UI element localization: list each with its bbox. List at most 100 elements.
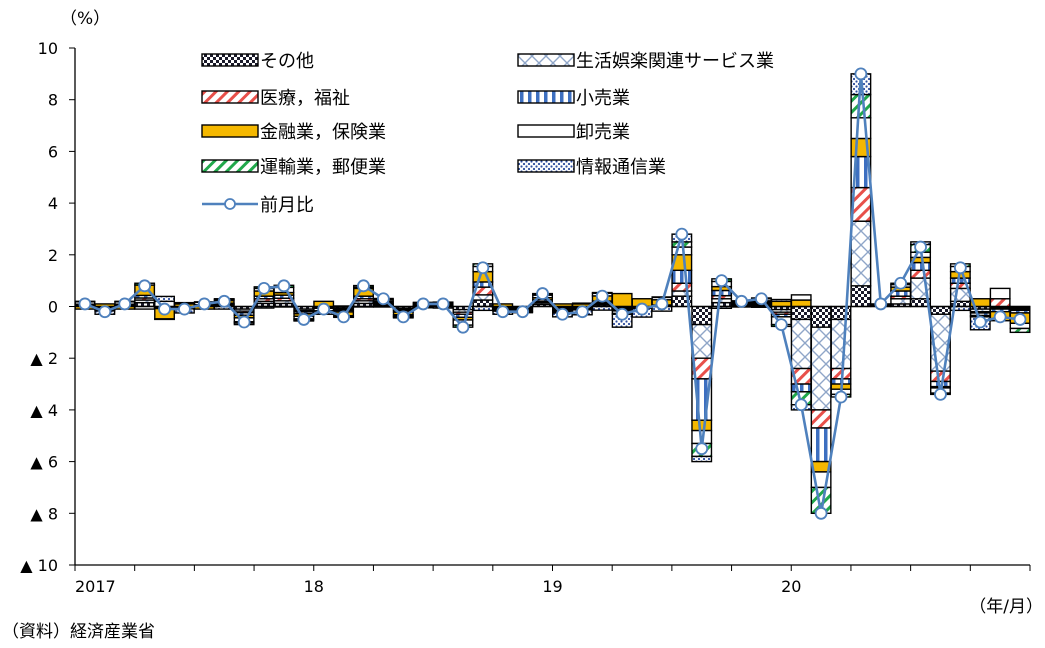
mom-point xyxy=(953,261,967,275)
bar-segment-transport xyxy=(1009,327,1031,334)
mom-point xyxy=(735,294,748,308)
bar-stack xyxy=(810,305,832,515)
bar-segment-leisure xyxy=(691,323,713,359)
bar-segment-info xyxy=(691,455,713,463)
y-tick-label: 10 xyxy=(38,39,58,58)
mom-point xyxy=(396,310,410,324)
y-tick-label: 0 xyxy=(48,298,58,317)
bar-segment-other xyxy=(691,305,713,326)
y-tick-label: 4 xyxy=(48,194,58,213)
mom-point xyxy=(118,297,132,311)
bar-segment-leisure xyxy=(810,326,832,411)
y-tick-label: ▲ 2 xyxy=(30,349,58,368)
mom-point xyxy=(894,276,908,290)
mom-point xyxy=(655,297,669,311)
mom-point xyxy=(297,313,311,326)
mom-point xyxy=(217,294,231,308)
bar-segment-transport xyxy=(154,318,175,321)
legend-label: その他 xyxy=(260,51,314,72)
bar-segment-leisure xyxy=(850,220,872,287)
mom-point xyxy=(854,67,868,81)
bar-segment-leisure xyxy=(472,294,494,301)
mom-point xyxy=(317,302,331,316)
y-axis-ticks: 10 8 6 4 2 0 ▲ 2 ▲ 4 ▲ 6 ▲ 8 ▲ 10 xyxy=(20,39,75,575)
mom-point xyxy=(834,390,848,404)
bar-segment-retail xyxy=(810,427,832,463)
bar-segment-other xyxy=(810,305,832,328)
bar-segment-wholesale xyxy=(989,287,1011,300)
bar-segment-medical xyxy=(989,298,1011,308)
mom-point xyxy=(436,297,450,311)
mom-point xyxy=(416,297,430,311)
bar-segment-finance xyxy=(770,300,792,308)
legend-label: 生活娯楽関連サービス業 xyxy=(576,51,774,72)
stacked-bars xyxy=(74,73,1031,515)
legend-swatch xyxy=(517,159,575,173)
mom-point xyxy=(814,506,828,520)
mom-point xyxy=(357,279,370,293)
y-tick-label: 8 xyxy=(48,91,58,110)
bar-segment-transport xyxy=(651,296,673,299)
mom-point xyxy=(695,442,709,456)
mom-point xyxy=(496,305,510,319)
mom-point xyxy=(715,274,729,288)
bar-segment-retail xyxy=(949,277,971,284)
legend-swatch xyxy=(517,53,575,67)
bar-segment-medical xyxy=(810,409,832,429)
legend-label: 情報通信業 xyxy=(576,157,666,178)
mom-line xyxy=(78,67,1027,520)
legend-item-wholesale: 卸売業 xyxy=(517,122,630,143)
bar-segment-retail xyxy=(671,269,693,284)
bar-segment-leisure xyxy=(890,298,912,305)
bar-segment-medical xyxy=(930,370,951,383)
mom-point xyxy=(755,292,768,306)
bar-segment-other xyxy=(472,299,494,308)
mom-point xyxy=(993,310,1007,324)
bar-segment-finance xyxy=(691,419,713,432)
legend-swatch xyxy=(201,53,259,67)
y-axis-unit: （%） xyxy=(60,9,110,29)
mom-point xyxy=(635,302,649,316)
legend-label: 前月比 xyxy=(260,195,314,216)
bar-segment-medical xyxy=(671,282,693,292)
source-note: （資料）経済産業省 xyxy=(2,622,155,642)
bar-segment-leisure xyxy=(949,287,971,303)
mom-point xyxy=(1013,313,1027,326)
legend-item-mom: 前月比 xyxy=(202,195,314,216)
x-axis-unit: （年/月） xyxy=(969,597,1043,617)
bar-segment-leisure xyxy=(830,318,852,370)
legend-swatch-marker xyxy=(224,198,236,210)
bar-segment-leisure xyxy=(790,318,812,370)
mom-point xyxy=(98,305,112,319)
mom-point xyxy=(376,292,390,306)
bar-segment-retail xyxy=(910,261,932,272)
legend-label: 卸売業 xyxy=(576,122,630,143)
legend-item-info: 情報通信業 xyxy=(517,157,666,178)
mom-point xyxy=(794,398,808,412)
mom-point xyxy=(556,307,569,321)
bar-stack xyxy=(790,294,812,411)
mom-point xyxy=(774,318,788,331)
bar-segment-other xyxy=(790,305,812,321)
mom-point xyxy=(914,240,927,254)
legend-item-transport: 運輸業，郵便業 xyxy=(201,157,386,178)
bar-segment-other xyxy=(850,285,872,308)
legend-swatch xyxy=(201,159,259,173)
bar-segment-wholesale xyxy=(571,302,593,305)
y-tick-label: ▲ 10 xyxy=(20,556,58,575)
y-tick-label: ▲ 4 xyxy=(30,401,58,420)
legend-swatch xyxy=(201,124,259,138)
bar-segment-other xyxy=(830,305,852,321)
mom-point xyxy=(575,305,589,319)
legend-swatch xyxy=(517,124,575,138)
mom-point xyxy=(237,315,251,329)
legend-item-retail: 小売業 xyxy=(517,88,630,109)
bar-segment-other xyxy=(930,305,951,315)
legend-swatch xyxy=(517,90,575,104)
mom-point xyxy=(178,302,191,316)
mom-point xyxy=(138,279,152,293)
legend-label: 金融業，保険業 xyxy=(260,122,386,143)
mom-point xyxy=(277,279,291,293)
legend-item-other: その他 xyxy=(201,51,314,72)
